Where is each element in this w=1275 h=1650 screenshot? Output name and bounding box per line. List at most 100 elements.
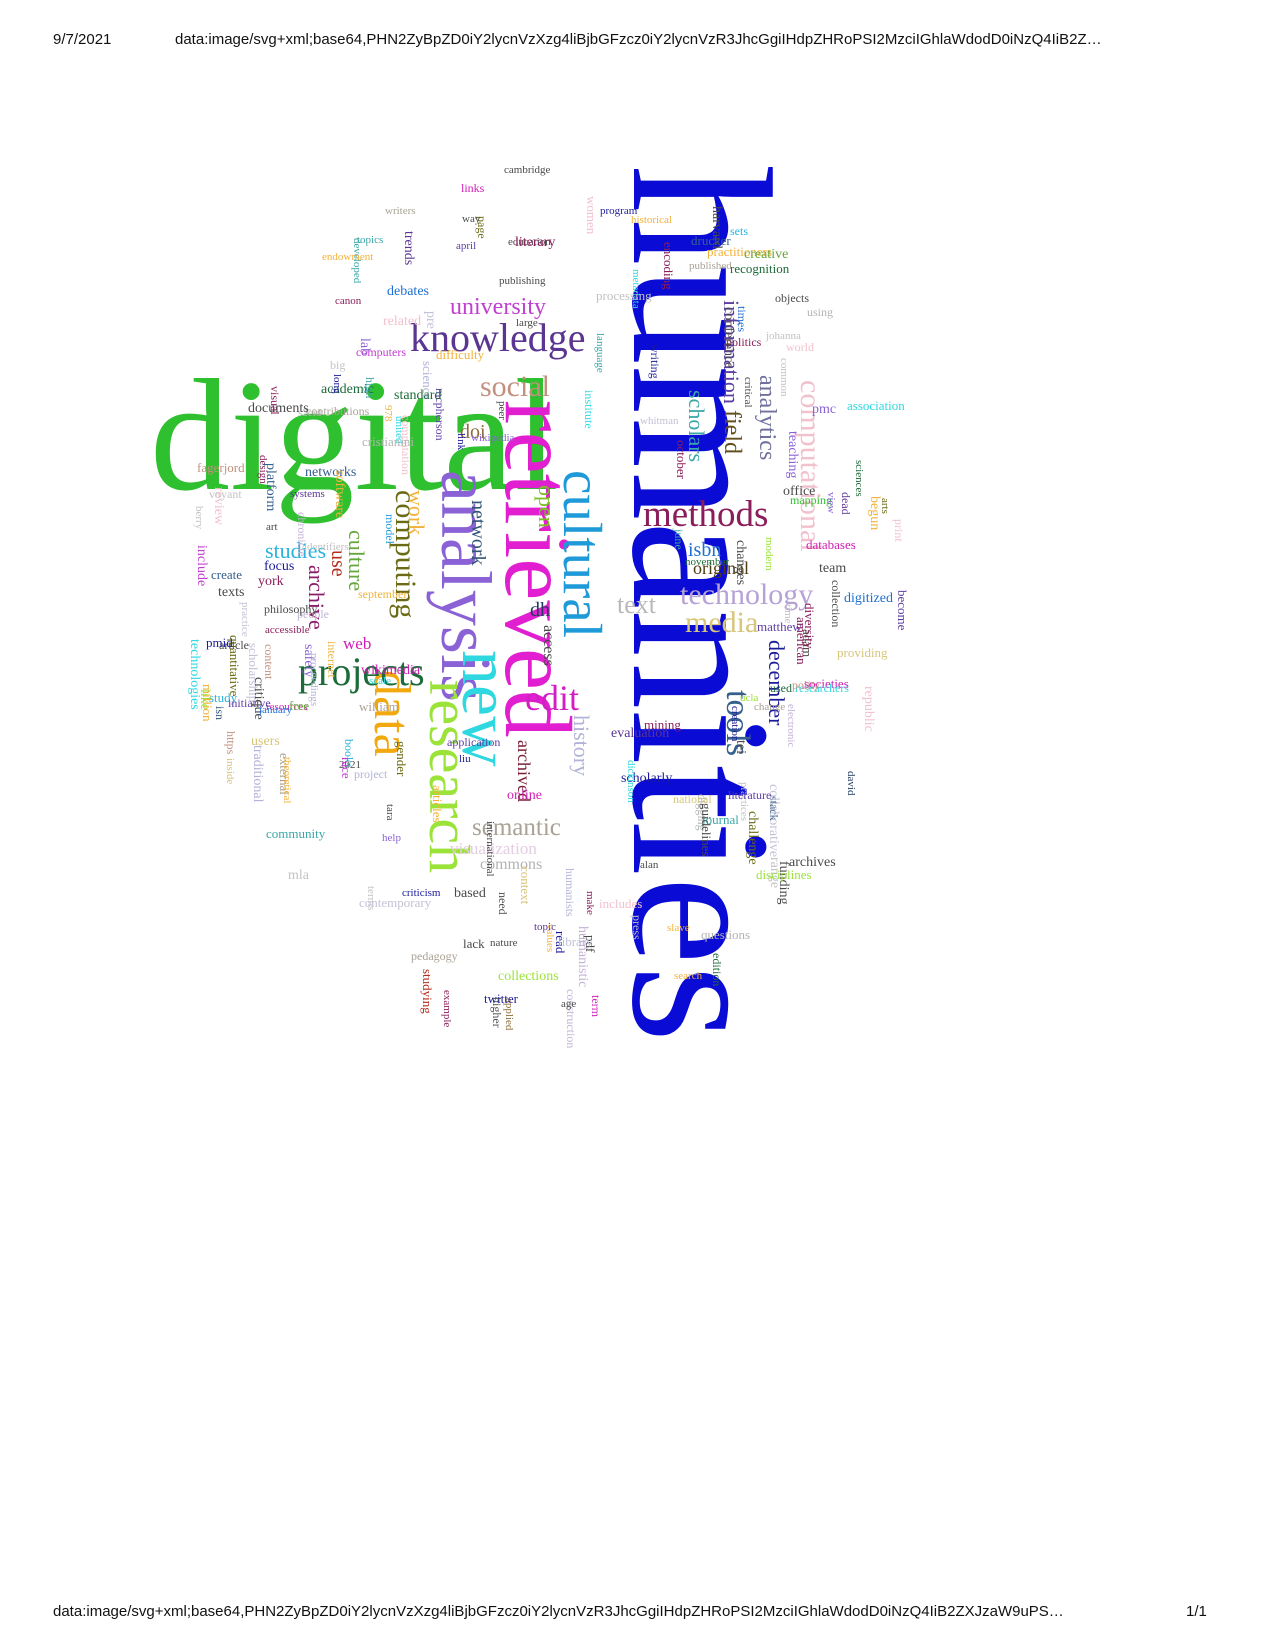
cloud-word: like: [197, 689, 212, 710]
cloud-word: changes: [733, 540, 748, 586]
cloud-word: philosophy: [264, 602, 318, 616]
cloud-word: june: [672, 529, 686, 550]
cloud-word: read: [553, 931, 568, 954]
cloud-word: team: [819, 561, 847, 576]
cloud-word: collaborative: [766, 784, 781, 858]
cloud-word: term: [589, 995, 603, 1017]
cloud-word: time: [782, 604, 794, 624]
cloud-word: social: [480, 370, 550, 403]
cloud-word: tei: [733, 740, 748, 754]
cloud-word: review: [211, 487, 226, 526]
print-page-number: 1/1: [1186, 1603, 1207, 1620]
cloud-word: example: [441, 990, 453, 1028]
cloud-word: office: [783, 484, 816, 499]
cloud-word: challenge: [745, 811, 760, 865]
cloud-word: objects: [775, 291, 809, 305]
cloud-word: historical: [631, 214, 672, 226]
cloud-word: retrieved: [485, 400, 591, 738]
cloud-word: topics: [357, 234, 384, 246]
cloud-word: inside: [224, 758, 236, 785]
cloud-word: alan: [640, 859, 659, 871]
cloud-word: methods: [643, 494, 769, 535]
cloud-word: text: [617, 590, 656, 619]
cloud-word: networks: [305, 465, 357, 480]
cloud-word: applied: [503, 998, 515, 1031]
cloud-word: world: [786, 340, 814, 354]
cloud-word: values: [544, 924, 556, 953]
cloud-word: times: [735, 306, 749, 332]
cloud-word: wikipedia: [471, 432, 515, 444]
cloud-word: data: [363, 670, 420, 757]
cloud-word: begun: [867, 496, 882, 531]
cloud-word: archives: [789, 855, 836, 870]
cloud-word: william: [359, 699, 399, 714]
cloud-word: web: [343, 634, 372, 653]
cloud-word: science: [420, 361, 435, 400]
cloud-word: become: [895, 590, 910, 631]
cloud-word: slave: [667, 922, 690, 934]
cloud-word: tools: [719, 690, 756, 757]
cloud-word: large: [516, 317, 538, 329]
cloud-word: societies: [804, 676, 849, 691]
cloud-word: program: [600, 205, 638, 217]
cloud-word: includes: [599, 896, 643, 911]
cloud-word: analysis: [426, 470, 506, 702]
cloud-word: design: [257, 455, 269, 484]
cloud-word: topic: [534, 921, 556, 933]
cloud-word: dickinson: [625, 760, 637, 803]
cloud-word: diversity: [802, 603, 817, 649]
cloud-word: users: [251, 734, 280, 749]
cloud-word: december: [764, 640, 789, 726]
cloud-word: evaluation: [611, 726, 670, 741]
cloud-word: women: [584, 196, 599, 235]
cloud-word: whitman: [640, 415, 679, 427]
cloud-word: focus: [264, 559, 295, 574]
cloud-word: history: [569, 715, 594, 777]
cloud-word: make: [584, 891, 596, 915]
cloud-word: dh: [530, 599, 550, 621]
cloud-word: work: [404, 490, 429, 536]
cloud-word: range: [767, 857, 782, 889]
cloud-word: view: [825, 492, 837, 514]
cloud-word: disciplines: [756, 867, 812, 882]
cloud-word: berry: [193, 506, 205, 530]
cloud-word: dead: [839, 492, 853, 515]
cloud-word: wikimedia: [361, 663, 421, 678]
cloud-word: digital: [150, 346, 559, 524]
cloud-word: higher: [490, 997, 504, 1028]
cloud-word: contributions: [306, 404, 370, 418]
cloud-word: knowledge: [410, 315, 586, 360]
cloud-word: search: [674, 970, 703, 982]
cloud-word: stack: [767, 796, 781, 821]
cloud-word: use: [327, 550, 349, 577]
cloud-word: education: [508, 236, 551, 248]
print-footer-url: data:image/svg+xml;base64,PHN2ZyBpZD0iY2…: [53, 1603, 1064, 1620]
cloud-word: questions: [701, 927, 751, 942]
cloud-word: providing: [837, 645, 888, 660]
cloud-word: network: [467, 500, 489, 566]
cloud-word: visual: [268, 386, 282, 415]
cloud-word: research: [417, 680, 482, 874]
cloud-word: million: [200, 684, 215, 722]
cloud-word: way: [462, 213, 481, 225]
cloud-word: used: [770, 681, 792, 695]
cloud-word: resources: [266, 701, 308, 713]
cloud-word: arts: [879, 498, 891, 514]
cloud-word: institute: [582, 390, 596, 429]
cloud-word: scholars: [684, 390, 709, 463]
cloud-word: critical: [742, 377, 754, 408]
cloud-word: criticism: [402, 887, 441, 899]
cloud-word: texts: [218, 585, 245, 600]
cloud-word: nature: [490, 937, 518, 949]
cloud-word: academic: [321, 382, 374, 397]
cloud-word: people: [297, 607, 329, 621]
cloud-word: edit: [525, 678, 579, 718]
cloud-word: original: [693, 558, 749, 578]
cloud-word: gender: [394, 741, 409, 777]
cloud-word: based: [454, 886, 486, 901]
cloud-word: external: [277, 753, 292, 795]
cloud-word: collections: [498, 969, 559, 984]
cloud-word: technology: [680, 578, 814, 611]
cloud-word: digitized: [844, 591, 893, 606]
